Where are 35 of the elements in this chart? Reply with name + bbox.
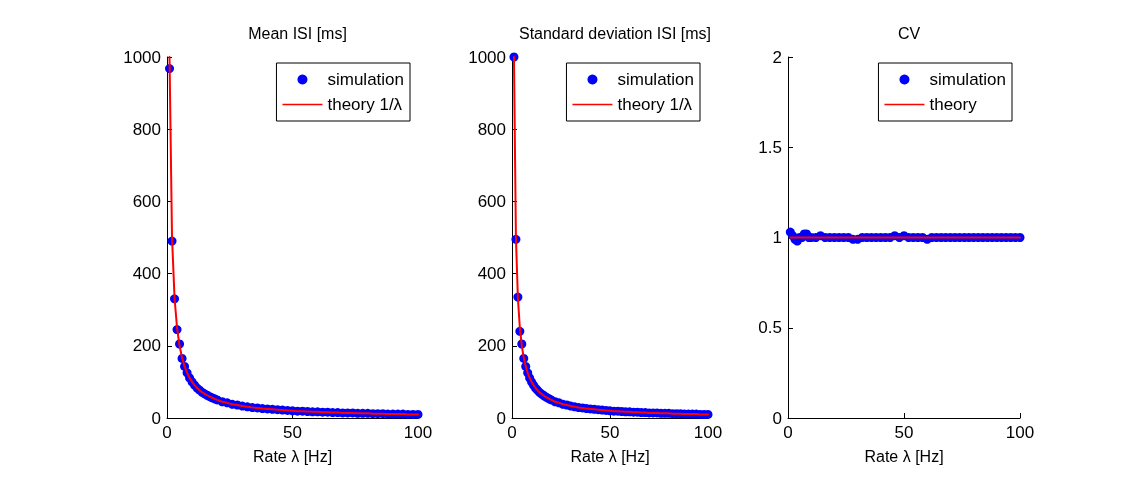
legend-label: theory 1/λ bbox=[617, 95, 693, 114]
x-tick-label: 100 bbox=[1005, 423, 1035, 442]
legend-label: simulation bbox=[929, 70, 1007, 89]
y-tick-label: 1 bbox=[772, 228, 782, 247]
legend-label: theory 1/λ bbox=[327, 95, 403, 114]
chart-title: Mean ISI [ms] bbox=[248, 24, 347, 42]
y-tick-label: 1000 bbox=[468, 47, 506, 67]
x-axis-title: Rate λ [Hz] bbox=[570, 447, 650, 465]
y-tick-label: 200 bbox=[477, 336, 506, 356]
y-tick-label: 800 bbox=[132, 119, 161, 139]
y-tick-label: 0 bbox=[772, 408, 782, 428]
y-tick-label: 0 bbox=[496, 408, 506, 428]
x-tick-label: 100 bbox=[403, 423, 433, 442]
x-axis-title: Rate λ [Hz] bbox=[252, 447, 333, 465]
chart-title: Standard deviation ISI [ms] bbox=[518, 24, 712, 42]
x-tick-label: 50 bbox=[894, 423, 914, 442]
y-tick-label: 600 bbox=[132, 191, 161, 211]
y-tick-label: 0 bbox=[151, 408, 161, 428]
y-tick-label: 1.5 bbox=[758, 137, 782, 157]
y-tick-label: 200 bbox=[132, 336, 161, 356]
y-tick-label: 0.5 bbox=[758, 318, 782, 338]
legend-label: theory bbox=[929, 95, 978, 114]
x-tick-label: 100 bbox=[693, 423, 723, 442]
y-tick-label: 400 bbox=[477, 264, 506, 284]
y-tick-label: 800 bbox=[477, 119, 506, 139]
x-tick-label: 50 bbox=[283, 423, 302, 442]
y-tick-label: 400 bbox=[132, 264, 161, 284]
x-tick-label: 50 bbox=[600, 423, 620, 442]
legend-label: simulation bbox=[617, 70, 695, 89]
y-tick-label: 600 bbox=[477, 191, 506, 211]
x-axis-title: Rate λ [Hz] bbox=[864, 447, 944, 465]
legend-label: simulation bbox=[327, 70, 405, 89]
chart-title: CV bbox=[897, 24, 921, 42]
y-tick-label: 1000 bbox=[123, 47, 161, 67]
y-tick-label: 2 bbox=[772, 47, 782, 67]
